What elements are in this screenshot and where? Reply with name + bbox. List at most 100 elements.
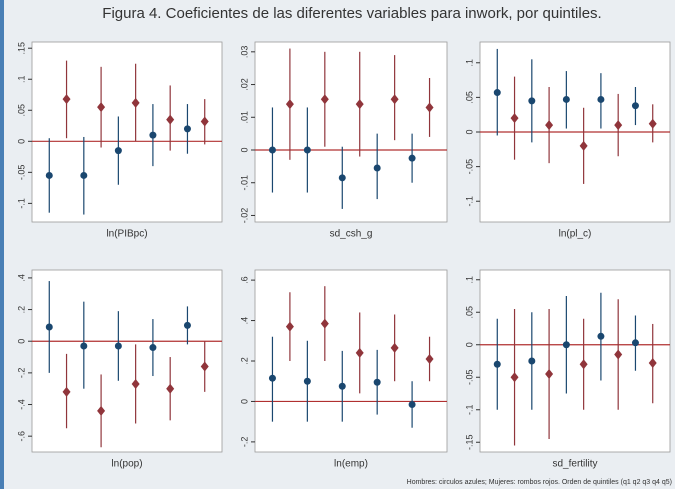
point: [166, 383, 175, 394]
x-axis-label: ln(pop): [111, 459, 142, 470]
point: [97, 405, 106, 416]
point: [114, 342, 122, 350]
point: [631, 102, 639, 110]
plot-area: [254, 41, 448, 223]
point: [200, 361, 209, 372]
point: [355, 347, 364, 358]
y-tick-label: 0: [464, 342, 474, 347]
point: [373, 378, 381, 386]
point: [408, 154, 416, 162]
point: [200, 116, 209, 127]
y-tick-label: 0: [16, 139, 26, 144]
point: [285, 321, 294, 332]
y-tick-label: -.1: [16, 198, 26, 209]
x-axis-label: sd_csh_g: [330, 229, 373, 240]
point: [425, 102, 434, 113]
y-tick-label: .03: [239, 46, 249, 59]
y-tick-label: -.1: [464, 196, 474, 207]
y-tick-label: -.2: [16, 368, 26, 379]
x-axis-label: ln(PIBpc): [106, 229, 147, 240]
point: [62, 386, 71, 397]
point: [338, 174, 346, 182]
plot-area: [479, 269, 671, 453]
panel: -.6 -.4 -.2 0 .2 .4 ln(pop): [16, 269, 223, 470]
y-tick-label: -.01: [239, 175, 249, 191]
point: [528, 97, 536, 105]
plot-area: [254, 269, 448, 453]
point: [425, 353, 434, 364]
point: [149, 131, 157, 139]
y-tick-label: -.2: [239, 437, 249, 448]
point: [80, 342, 88, 350]
y-tick-label: .4: [16, 274, 26, 282]
point: [545, 369, 554, 379]
y-tick-label: .01: [239, 111, 249, 124]
point: [597, 332, 605, 340]
point: [614, 120, 623, 131]
point: [390, 342, 399, 353]
point: [285, 99, 294, 110]
plot-area: [31, 269, 223, 453]
point: [97, 102, 106, 113]
plot-area: [31, 41, 223, 223]
panel: -.15 -.1 -.05 0 .05 .1 sd_fertility: [464, 269, 671, 470]
x-axis-label: ln(emp): [334, 459, 368, 470]
point: [166, 114, 175, 125]
panel: -.1 -.05 0 .05 .1 .15 ln(PIBpc): [16, 41, 223, 240]
y-tick-label: .05: [464, 91, 474, 104]
y-tick-label: -.4: [16, 399, 26, 410]
figure-note: Hombres: circulos azules; Mujeres: rombo…: [407, 479, 672, 486]
point: [562, 95, 570, 103]
point: [648, 118, 657, 129]
y-tick-label: .05: [16, 104, 26, 117]
point: [131, 378, 140, 389]
point: [579, 140, 588, 151]
y-tick-label: -.05: [464, 369, 474, 385]
point: [493, 360, 501, 368]
y-tick-label: .05: [464, 306, 474, 319]
point: [493, 89, 501, 97]
point: [510, 113, 519, 124]
point: [597, 95, 605, 103]
y-tick-label: .1: [464, 276, 474, 284]
y-tick-label: 0: [16, 339, 26, 344]
y-tick-label: -.02: [239, 208, 249, 224]
point: [320, 94, 329, 105]
point: [614, 349, 623, 360]
y-tick-label: .15: [16, 42, 26, 55]
y-tick-label: .6: [239, 276, 249, 284]
point: [355, 99, 364, 110]
point: [268, 374, 276, 382]
panel: -.1 -.05 0 .05 .1 ln(pl_c): [464, 41, 671, 240]
y-tick-label: .1: [16, 75, 26, 83]
point: [303, 377, 311, 385]
point: [562, 341, 570, 349]
point: [373, 164, 381, 172]
point: [579, 359, 588, 370]
y-tick-label: -.1: [464, 404, 474, 415]
y-tick-label: .02: [239, 78, 249, 91]
y-tick-label: 0: [239, 147, 249, 152]
point: [510, 372, 519, 383]
x-axis-label: sd_fertility: [552, 459, 597, 470]
point: [631, 339, 639, 347]
y-tick-label: .2: [16, 306, 26, 314]
point: [131, 97, 140, 108]
side-strip: [0, 0, 4, 489]
y-tick-label: -.05: [464, 159, 474, 175]
point: [648, 357, 657, 368]
y-tick-label: -.15: [464, 434, 474, 450]
point: [338, 382, 346, 390]
point: [62, 94, 71, 105]
point: [80, 171, 88, 179]
point: [320, 318, 329, 329]
point: [45, 171, 53, 179]
point: [114, 147, 122, 155]
point: [390, 94, 399, 105]
y-tick-label: .1: [464, 59, 474, 67]
point: [183, 125, 191, 133]
y-tick-label: 0: [239, 399, 249, 404]
x-axis-label: ln(pl_c): [559, 229, 592, 240]
figure-title: Figura 4. Coeficientes de las diferentes…: [102, 5, 601, 22]
